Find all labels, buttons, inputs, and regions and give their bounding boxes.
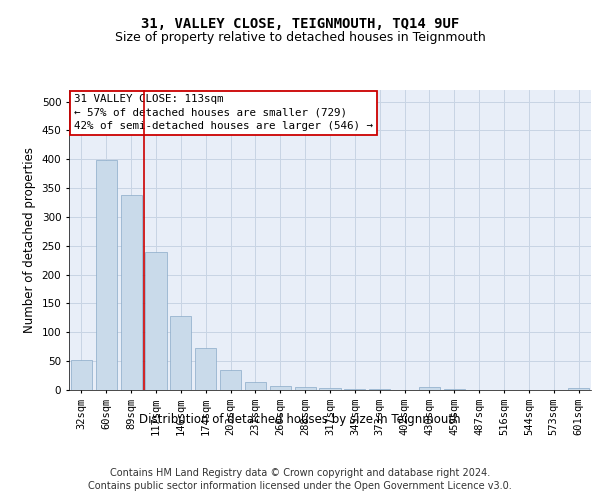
Bar — [319, 388, 341, 390]
Bar — [121, 195, 142, 390]
Bar — [270, 386, 291, 390]
Bar — [145, 252, 167, 390]
Bar — [245, 382, 266, 390]
Bar — [444, 389, 465, 390]
Bar — [71, 360, 92, 390]
Bar — [295, 386, 316, 390]
Text: 31 VALLEY CLOSE: 113sqm
← 57% of detached houses are smaller (729)
42% of semi-d: 31 VALLEY CLOSE: 113sqm ← 57% of detache… — [74, 94, 373, 131]
Text: Size of property relative to detached houses in Teignmouth: Size of property relative to detached ho… — [115, 31, 485, 44]
Bar — [170, 316, 191, 390]
Bar — [96, 160, 117, 390]
Text: Distribution of detached houses by size in Teignmouth: Distribution of detached houses by size … — [139, 412, 461, 426]
Bar — [419, 387, 440, 390]
Bar — [195, 348, 216, 390]
Bar — [220, 370, 241, 390]
Text: 31, VALLEY CLOSE, TEIGNMOUTH, TQ14 9UF: 31, VALLEY CLOSE, TEIGNMOUTH, TQ14 9UF — [141, 18, 459, 32]
Bar — [568, 388, 589, 390]
Text: Contains HM Land Registry data © Crown copyright and database right 2024.: Contains HM Land Registry data © Crown c… — [110, 468, 490, 477]
Text: Contains public sector information licensed under the Open Government Licence v3: Contains public sector information licen… — [88, 481, 512, 491]
Y-axis label: Number of detached properties: Number of detached properties — [23, 147, 36, 333]
